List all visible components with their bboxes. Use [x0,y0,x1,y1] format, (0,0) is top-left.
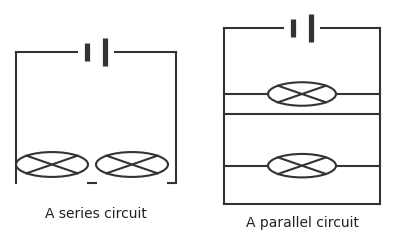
Text: A series circuit: A series circuit [45,207,147,221]
Text: A parallel circuit: A parallel circuit [246,216,358,230]
